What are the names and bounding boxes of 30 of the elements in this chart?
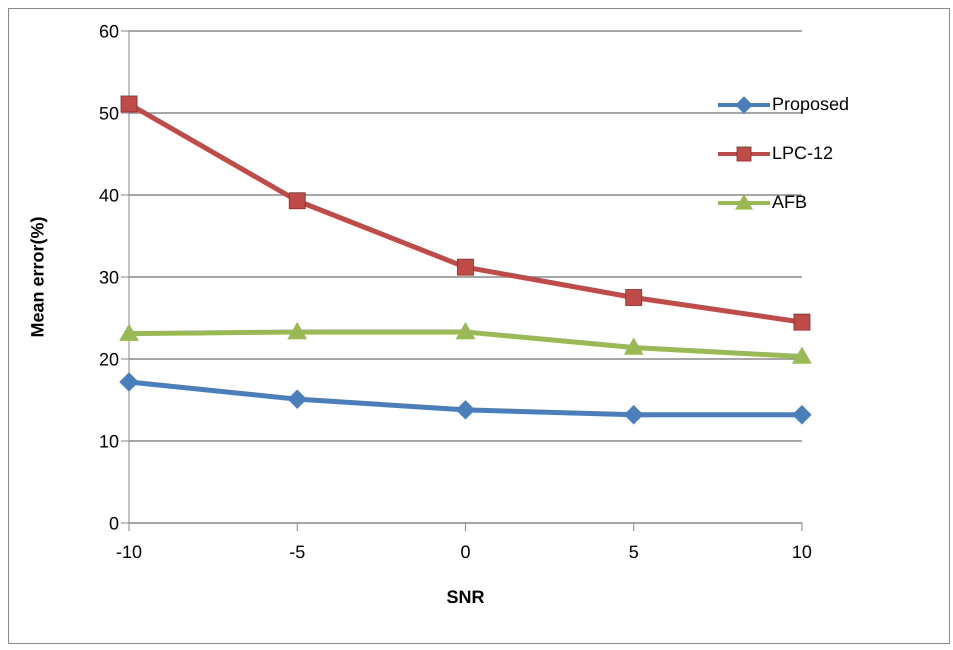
point	[120, 324, 138, 341]
x-axis-title: SNR	[446, 587, 484, 607]
y-tick-label: 40	[98, 185, 119, 206]
legend-label: AFB	[772, 192, 807, 213]
point	[288, 322, 307, 340]
point	[792, 347, 812, 364]
x-tick-label: 0	[460, 542, 470, 562]
x-tick-label: 10	[792, 542, 812, 562]
point	[120, 372, 138, 392]
point	[624, 338, 644, 355]
x-tick-label: 5	[628, 542, 639, 562]
point	[288, 390, 307, 409]
x-tick-label: -5	[289, 542, 306, 562]
y-tick-label: 20	[98, 349, 119, 370]
legend-label: Proposed	[772, 94, 849, 115]
x-tick-label: -10	[116, 542, 142, 562]
point	[456, 322, 475, 340]
y-tick-label: 10	[98, 431, 119, 452]
y-tick-label: 60	[98, 21, 119, 42]
y-axis-title: Mean error(%)	[27, 216, 48, 338]
y-tick-label: 50	[98, 103, 119, 124]
y-tick-label: 30	[98, 267, 119, 288]
y-tick-label: 0	[108, 513, 119, 534]
point	[457, 258, 474, 276]
point	[794, 314, 810, 330]
point	[456, 400, 475, 420]
point	[625, 289, 642, 306]
legend-label: LPC-12	[772, 143, 833, 164]
point	[288, 192, 306, 210]
point	[120, 96, 138, 112]
